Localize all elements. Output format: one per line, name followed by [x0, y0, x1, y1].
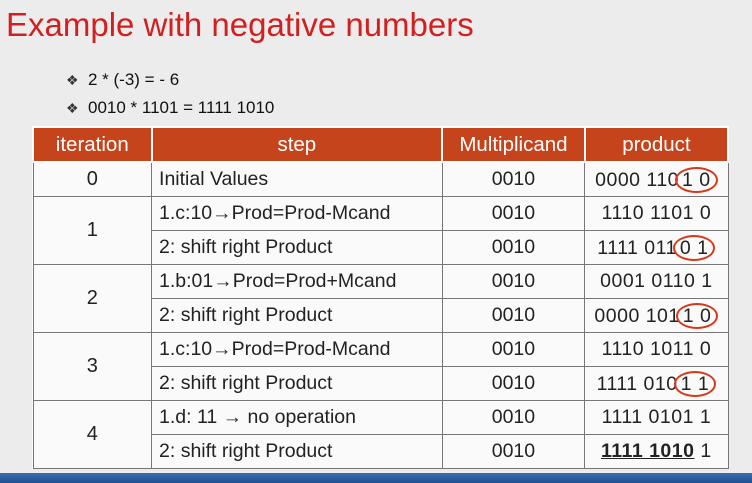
circled-bits: 1 1 [673, 370, 717, 397]
step-cell: 2: shift right Product [151, 434, 443, 469]
multiplicand-cell: 0010 [441, 366, 586, 401]
iteration-cell: 3 [32, 332, 153, 401]
header-product: product [583, 126, 730, 163]
product-cell: 1111 0101 1 [584, 400, 729, 435]
table-row: 1 1.c:10→Prod=Prod-Mcand 0010 1110 1101 … [32, 196, 729, 265]
step-cell: 1.d: 11 → no operation [151, 400, 443, 435]
step-cell: 2: shift right Product [151, 230, 443, 265]
header-multiplicand: Multiplicand [441, 126, 586, 163]
circled-bits: 1 0 [675, 302, 719, 329]
product-value: 0000 101 [594, 304, 680, 327]
iteration-cell: 2 [32, 264, 153, 333]
product-cell: 1111 011 0 1 [584, 230, 729, 265]
product-cell: 0000 101 1 0 [584, 298, 729, 333]
iteration-cell: 4 [32, 400, 153, 469]
table-row: 2: shift right Product 0010 0000 101 1 0 [33, 298, 729, 333]
product-cell: 1110 1011 0 [584, 332, 729, 367]
diamond-bullet-icon: ❖ [66, 71, 79, 88]
iteration-cell: 0 [32, 161, 153, 197]
step-cell: 1.b:01→Prod=Prod+Mcand [151, 264, 443, 299]
step-cell: 2: shift right Product [151, 366, 443, 401]
table-row: 4 1.d: 11 → no operation 0010 1111 0101 … [32, 400, 729, 469]
product-value: 0000 110 [595, 168, 680, 191]
product-value: 1111 0101 1 [601, 406, 712, 428]
taskbar [0, 473, 752, 483]
product-cell: 1110 1101 0 [584, 196, 729, 231]
step-cell: Initial Values [151, 161, 443, 197]
step-cell: 2: shift right Product [151, 298, 443, 333]
final-result: 1111 1010 [601, 440, 695, 462]
multiplicand-cell: 0010 [441, 298, 586, 333]
product-cell: 1111 1010 1 [584, 434, 729, 469]
diamond-bullet-icon: ❖ [66, 99, 79, 116]
bullet-text: 2 * (-3) = - 6 [88, 70, 180, 89]
table-row: 2: shift right Product 0010 1111 010 1 1 [33, 366, 729, 401]
bullet-text: 0010 * 1101 = 1111 1010 [88, 98, 275, 117]
product-tail: 1 [694, 440, 712, 462]
table-row: 3 1.c:10→Prod=Prod-Mcand 0010 1110 1011 … [32, 332, 729, 401]
iteration-cell: 1 [32, 196, 153, 265]
product-value: 1110 1011 0 [601, 338, 712, 360]
table-header-row: iteration step Multiplicand product [32, 126, 730, 163]
multiplicand-cell: 0010 [441, 400, 586, 435]
multiplicand-cell: 0010 [441, 196, 586, 231]
bullet-item: ❖ 0010 * 1101 = 1111 1010 [66, 94, 274, 122]
multiplicand-cell: 0010 [441, 332, 586, 367]
slide-title: Example with negative numbers [6, 6, 474, 43]
product-value: 1110 1101 0 [601, 202, 712, 224]
circled-bits: 1 0 [675, 166, 718, 193]
product-cell: 0001 0110 1 [584, 264, 729, 299]
bullet-list: ❖ 2 * (-3) = - 6 ❖ 0010 * 1101 = 1111 10… [66, 66, 274, 122]
table-row: 2: shift right Product 0010 1111 1010 1 [33, 434, 729, 469]
product-value: 0001 0110 1 [600, 270, 713, 292]
header-iteration: iteration [32, 126, 153, 163]
step-cell: 1.c:10→Prod=Prod-Mcand [151, 332, 443, 367]
multiplicand-cell: 0010 [441, 161, 586, 197]
header-step: step [150, 126, 444, 163]
product-value: 1111 010 [596, 372, 678, 395]
booth-steps-table: iteration step Multiplicand product 0 In… [32, 126, 730, 469]
multiplicand-cell: 0010 [441, 434, 586, 469]
circled-bits: 0 1 [672, 234, 716, 261]
table-row: 2 1.b:01→Prod=Prod+Mcand 0010 0001 0110 … [32, 264, 729, 333]
table-row: 0 Initial Values 0010 0000 110 1 0 [32, 161, 729, 197]
bullet-item: ❖ 2 * (-3) = - 6 [66, 66, 274, 94]
multiplicand-cell: 0010 [441, 230, 586, 265]
multiplicand-cell: 0010 [441, 264, 586, 299]
product-value: 1111 011 [597, 236, 677, 259]
table-row: 2: shift right Product 0010 1111 011 0 1 [33, 230, 729, 265]
step-cell: 1.c:10→Prod=Prod-Mcand [151, 196, 443, 231]
product-cell: 0000 110 1 0 [584, 161, 729, 197]
